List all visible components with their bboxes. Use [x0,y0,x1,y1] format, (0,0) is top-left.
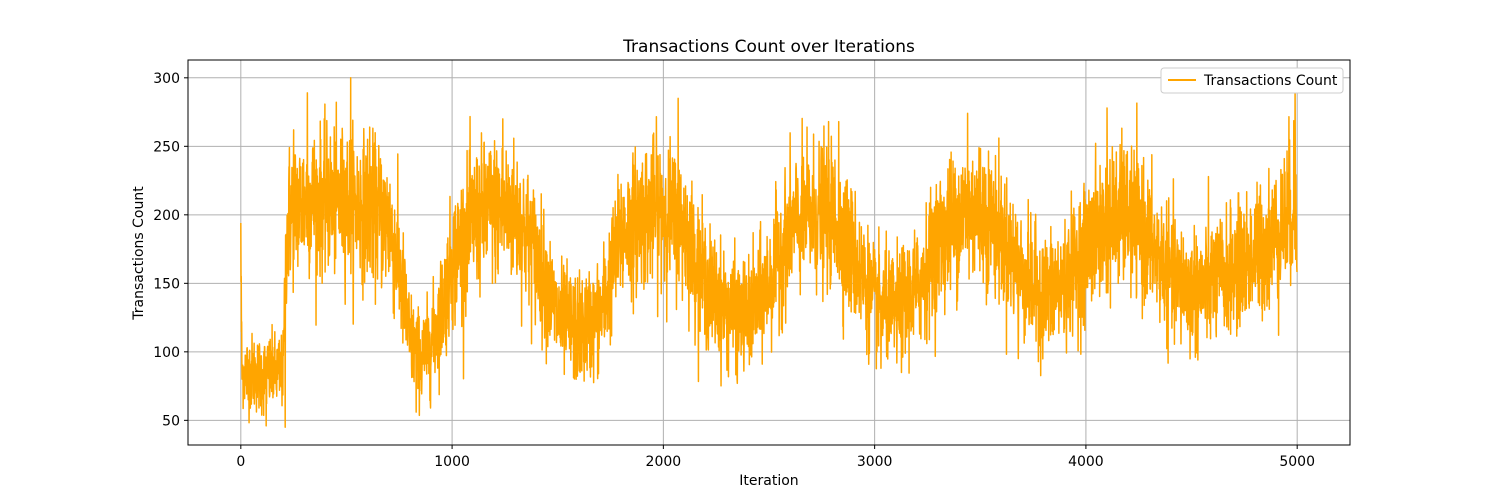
y-tick-label: 50 [162,413,180,429]
x-axis-label: Iteration [739,473,798,489]
plot-frame [187,59,1351,446]
x-tick-label: 2000 [646,454,682,470]
y-tick-label: 150 [153,276,180,292]
x-tick-label: 5000 [1279,454,1315,470]
ticks: 0 1000 2000 3000 4000 5000 50 100 150 200 250 300 [153,71,1315,470]
y-axis-label: Transactions Count [131,186,147,321]
series-layer [240,77,1298,428]
x-tick-label: 3000 [857,454,893,470]
x-tick-label: 0 [236,454,245,470]
y-tick-label: 300 [153,71,180,87]
chart-title: Transactions Count over Iterations [622,37,915,57]
legend-label: Transactions Count [1203,73,1338,89]
y-tick-label: 100 [153,345,180,361]
x-tick-label: 1000 [434,454,470,470]
series-line-transactions-count [240,77,1298,428]
legend: Transactions Count [1160,67,1344,94]
y-tick-label: 250 [153,139,180,155]
x-tick-label: 4000 [1068,454,1104,470]
y-tick-label: 200 [153,208,180,224]
legend-box [1160,67,1344,94]
